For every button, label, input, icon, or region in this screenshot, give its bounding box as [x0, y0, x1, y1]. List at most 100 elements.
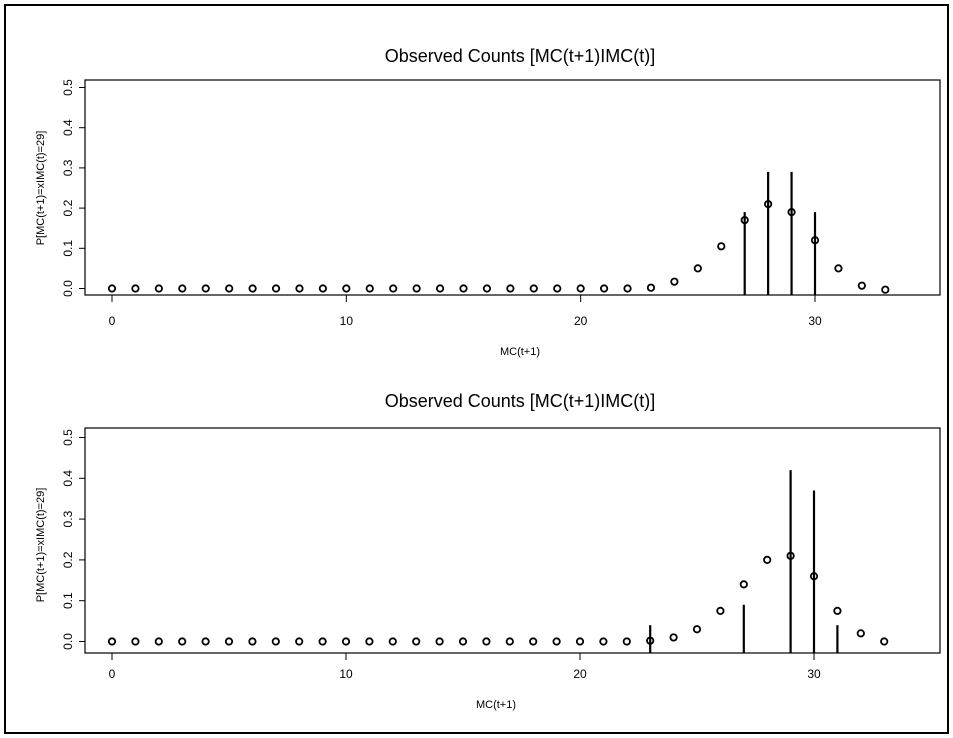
data-point	[107, 284, 117, 293]
y-tick-label: 0.0	[61, 280, 75, 297]
y-tick-label: 0.5	[61, 79, 75, 96]
data-point	[342, 284, 351, 293]
y-tick-label: 0.4	[61, 119, 75, 136]
data-point	[740, 216, 749, 225]
x-ticks: 0 10 20 30	[109, 653, 821, 681]
y-ticks: 0.0 0.1 0.2 0.3 0.4 0.5	[61, 429, 85, 650]
data-point	[201, 637, 210, 646]
data-point	[717, 242, 726, 251]
data-point	[201, 284, 210, 293]
data-point	[458, 637, 468, 646]
series-points	[107, 199, 890, 294]
data-point	[575, 637, 585, 646]
data-point	[388, 637, 397, 646]
series-bars	[743, 171, 817, 295]
figure-frame	[4, 4, 949, 734]
chart-panel-top: Observed Counts [MC(t+1)IMC(t)] MC(t+1) …	[35, 46, 941, 358]
data-point	[646, 283, 656, 292]
data-point	[318, 284, 327, 293]
data-point	[248, 284, 257, 293]
data-point	[178, 284, 187, 293]
series-points	[107, 551, 889, 646]
x-tick-label: 0	[109, 667, 116, 681]
data-point	[622, 637, 631, 646]
y-tick-label: 0.1	[61, 240, 75, 257]
data-point	[787, 208, 796, 217]
data-point	[295, 637, 304, 646]
data-point	[857, 281, 866, 290]
y-tick-label: 0.0	[61, 633, 75, 650]
data-point	[271, 637, 280, 646]
data-point	[669, 633, 678, 642]
data-point	[670, 277, 679, 286]
data-point	[412, 637, 421, 646]
data-point	[318, 637, 327, 646]
y-axis-label: P[MC(t+1)=xIMC(t)=29]	[35, 488, 47, 603]
y-tick-label: 0.1	[61, 592, 75, 609]
y-tick-label: 0.4	[61, 470, 75, 487]
data-point	[834, 264, 843, 273]
data-point	[131, 284, 140, 293]
x-tick-label: 10	[339, 667, 353, 681]
x-tick-label: 0	[109, 314, 116, 328]
data-point	[764, 199, 773, 209]
data-point	[856, 629, 865, 638]
data-point	[833, 606, 842, 616]
series-bars	[649, 470, 839, 653]
data-point	[599, 284, 609, 293]
x-ticks: 0 10 20 30	[109, 295, 822, 328]
y-tick-label: 0.3	[61, 510, 75, 527]
data-point	[716, 606, 725, 616]
data-point	[482, 637, 491, 646]
data-point	[576, 284, 585, 293]
y-axis-label: P[MC(t+1)=xIMC(t)=29]	[35, 131, 47, 246]
data-point	[459, 284, 468, 293]
x-tick-label: 30	[808, 314, 822, 328]
data-point	[810, 236, 820, 245]
plot-box	[84, 79, 941, 296]
data-point	[880, 637, 889, 646]
data-point	[529, 637, 538, 646]
data-point	[763, 555, 772, 565]
data-point	[435, 637, 444, 646]
data-point	[693, 264, 702, 273]
data-point	[435, 284, 445, 293]
data-point	[271, 284, 281, 293]
y-tick-label: 0.2	[61, 551, 75, 568]
data-point	[692, 625, 702, 634]
chart-title: Observed Counts [MC(t+1)IMC(t)]	[385, 46, 656, 66]
data-point	[412, 284, 421, 293]
data-point	[341, 637, 351, 646]
data-point	[107, 637, 117, 646]
y-tick-label: 0.3	[61, 159, 75, 176]
x-tick-label: 30	[807, 667, 821, 681]
data-point	[154, 284, 163, 293]
data-point	[248, 637, 257, 646]
data-point	[224, 637, 234, 646]
data-point	[881, 285, 890, 294]
data-point	[553, 284, 562, 293]
data-point	[506, 284, 515, 293]
data-point	[365, 637, 374, 646]
plot-box	[84, 427, 941, 654]
data-point	[739, 580, 748, 589]
data-point	[225, 284, 234, 293]
x-tick-label: 20	[574, 314, 588, 328]
x-tick-label: 20	[573, 667, 587, 681]
data-point	[482, 284, 492, 293]
x-axis-label: MC(t+1)	[500, 346, 540, 358]
x-axis-label: MC(t+1)	[476, 699, 516, 711]
data-point	[178, 637, 187, 646]
x-tick-label: 10	[340, 314, 354, 328]
y-tick-label: 0.5	[61, 429, 75, 446]
data-point	[599, 637, 608, 646]
data-point	[646, 636, 655, 645]
y-tick-label: 0.2	[61, 199, 75, 216]
data-point	[295, 284, 304, 293]
chart-title: Observed Counts [MC(t+1)IMC(t)]	[385, 391, 656, 411]
data-point	[552, 637, 561, 646]
data-point	[389, 284, 398, 293]
data-point	[505, 637, 514, 646]
